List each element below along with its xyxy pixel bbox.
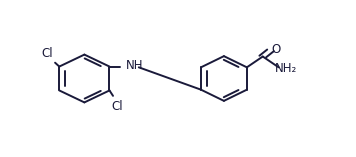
Text: NH₂: NH₂: [275, 62, 298, 75]
Text: NH: NH: [126, 59, 143, 72]
Text: Cl: Cl: [41, 47, 53, 60]
Text: Cl: Cl: [112, 100, 124, 113]
Text: O: O: [272, 43, 281, 56]
